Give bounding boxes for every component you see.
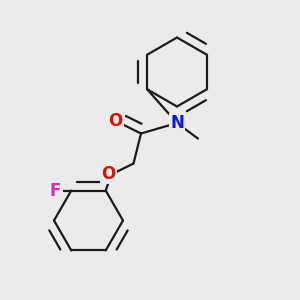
Text: O: O xyxy=(101,165,116,183)
Text: N: N xyxy=(170,114,184,132)
Text: O: O xyxy=(108,112,123,130)
Text: F: F xyxy=(50,182,61,200)
